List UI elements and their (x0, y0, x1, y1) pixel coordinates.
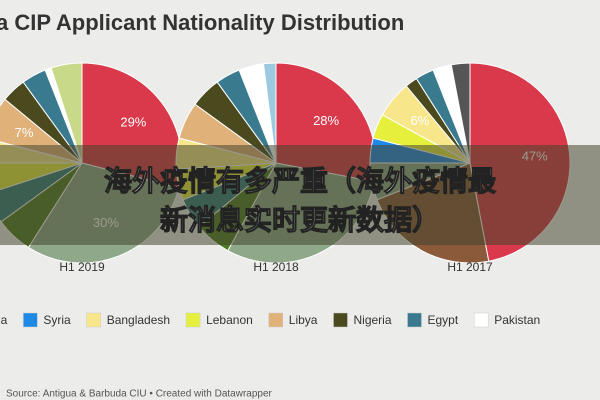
pie-slice (262, 62, 277, 164)
legend-label: Egypt (428, 313, 459, 327)
overlay-band (0, 145, 600, 245)
legend-swatch (268, 312, 284, 328)
pie-label: H1 2017 (447, 260, 493, 274)
legend-label: Lebanon (206, 313, 253, 327)
legend-label: Libya (289, 313, 318, 327)
legend: ia Syria Bangladesh Lebanon Libya Nigeria Egyp… (0, 312, 540, 328)
legend-label: Nigeria (353, 313, 391, 327)
legend-swatch (23, 312, 38, 328)
slice-label: 28% (313, 113, 339, 128)
legend-label: Pakistan (494, 313, 540, 327)
legend-label: ia (0, 313, 8, 327)
slice-label: 29% (120, 115, 146, 130)
source: Source: Antigua & Barbuda CIU • Created … (6, 389, 273, 400)
pie-label: H1 2019 (59, 260, 105, 274)
slice-label: 6% (411, 113, 430, 128)
pie-slice (450, 62, 471, 164)
legend-label: Bangladesh (107, 313, 170, 327)
overlay-text: 海外疫情有多严重（海外疫情最 (104, 164, 496, 196)
chart-title: a CIP Applicant Nationality Distribution (0, 10, 404, 35)
legend-label: Syria (43, 313, 71, 327)
overlay-text: 新消息实时更新数据） (160, 203, 440, 235)
legend-swatch (407, 312, 422, 328)
pie-slice (50, 62, 83, 164)
pie-label: H1 2018 (253, 260, 299, 274)
legend-swatch (86, 312, 101, 328)
slice-label: 7% (15, 125, 34, 140)
legend-swatch (473, 312, 489, 328)
legend-swatch (333, 312, 348, 328)
legend-swatch (185, 312, 201, 328)
